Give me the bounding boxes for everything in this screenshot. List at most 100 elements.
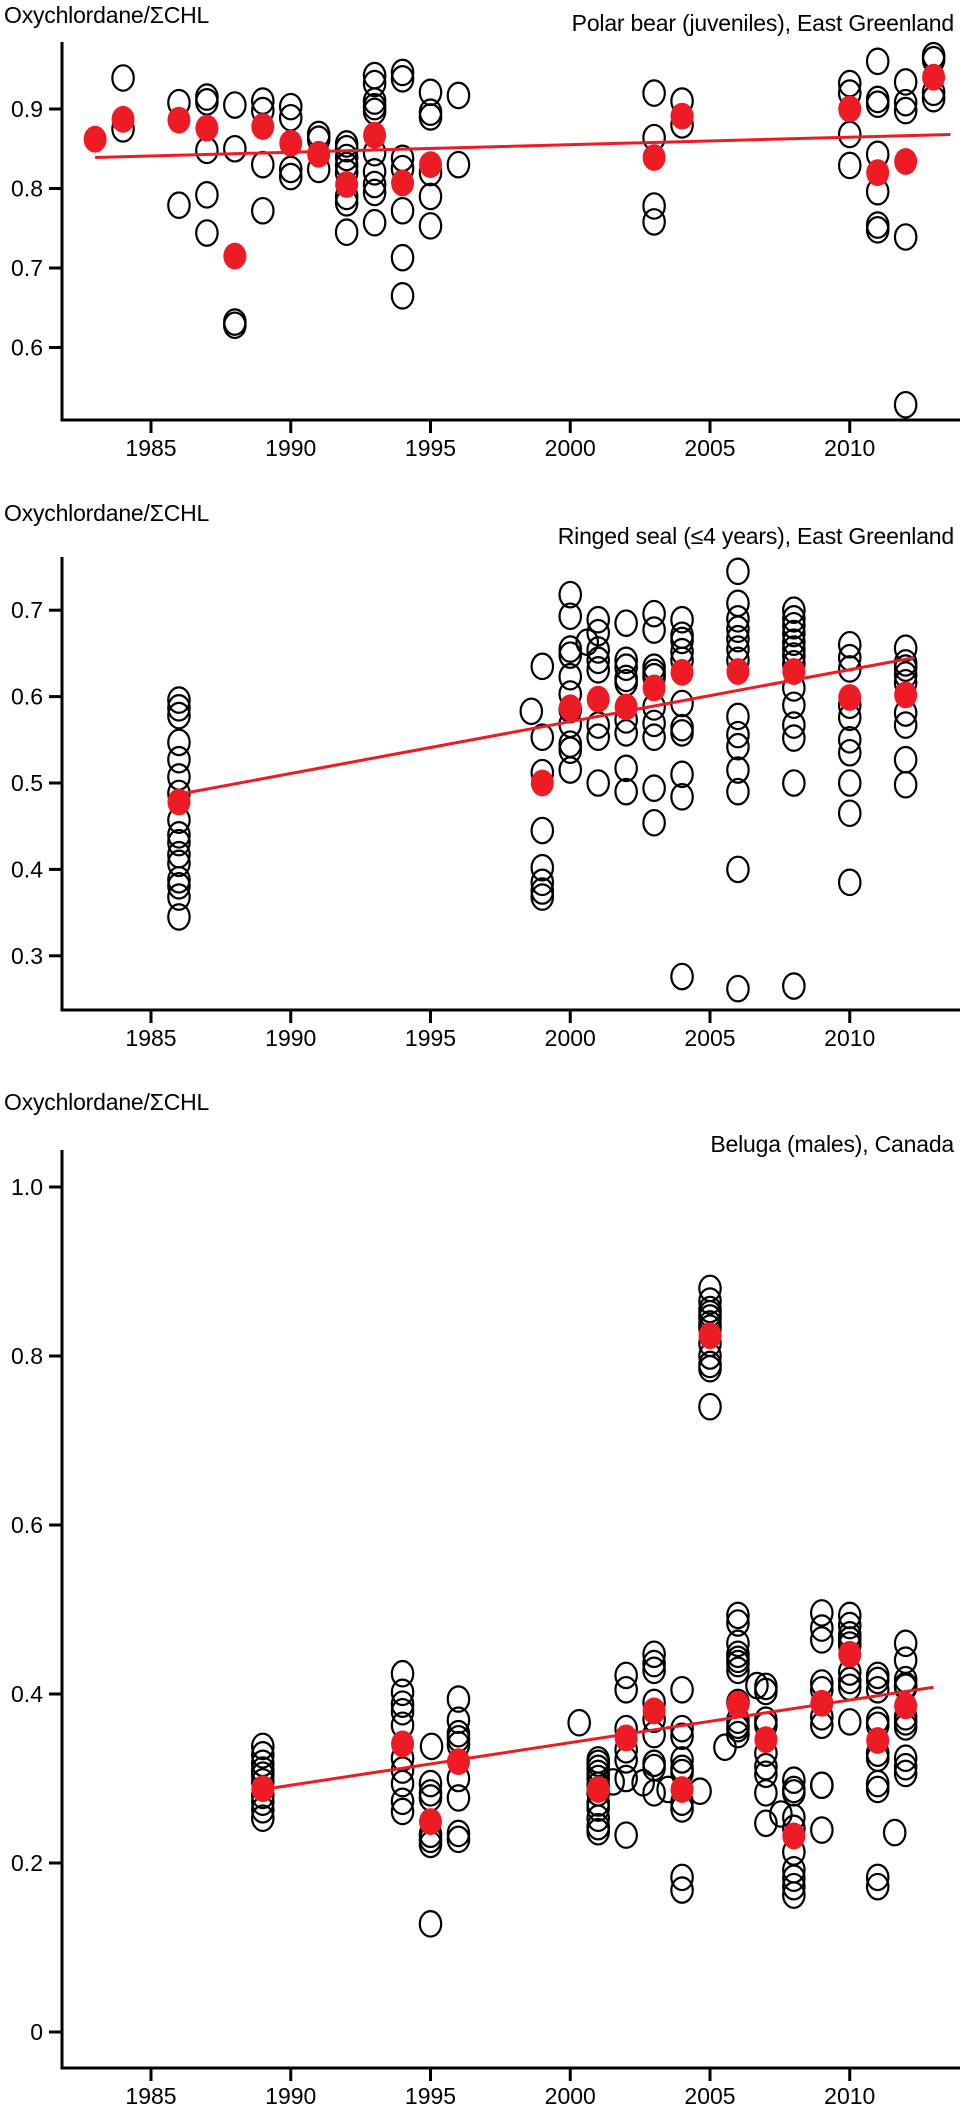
open-circle	[167, 821, 191, 849]
mean-point	[391, 1730, 415, 1758]
open-circle	[167, 903, 191, 931]
open-circle	[558, 580, 583, 609]
mean-point	[307, 140, 331, 168]
open-circle	[446, 1825, 471, 1854]
y-tick-label: 0	[30, 2019, 43, 2045]
open-circle	[418, 182, 443, 211]
open-circle	[893, 68, 918, 96]
mean-point	[866, 1727, 890, 1754]
open-circle	[782, 769, 806, 797]
open-circle	[713, 1733, 737, 1762]
open-circle	[782, 691, 806, 720]
open-circle	[865, 1872, 890, 1901]
chart-3: 1.0 0.8 0.6 0.4 0.2 0 1985 1990 1995 2000 2005 2010	[11, 1150, 960, 2109]
open-circle	[167, 865, 191, 894]
open-circle	[362, 170, 387, 199]
open-circle	[782, 724, 806, 752]
open-circle	[530, 877, 555, 905]
open-circle	[446, 1784, 471, 1812]
mean-point	[670, 1776, 694, 1803]
x-tick-label: 1995	[405, 1025, 456, 1051]
mean-point	[726, 658, 750, 685]
y-tick-label: 0.8	[11, 176, 43, 202]
open-circle	[195, 181, 219, 209]
open-circle	[446, 1819, 471, 1848]
open-circle	[614, 646, 638, 675]
x-tick-label: 1985	[125, 435, 176, 461]
open-circle	[642, 1720, 666, 1749]
open-circle	[670, 626, 694, 655]
open-circle	[837, 151, 862, 180]
open-circle	[558, 662, 583, 691]
open-circle	[893, 88, 918, 117]
mean-point	[726, 1690, 750, 1718]
open-circle	[837, 799, 862, 828]
open-circle	[893, 654, 918, 682]
open-circle	[865, 47, 890, 76]
open-circle	[390, 243, 415, 272]
open-circle	[670, 1746, 694, 1774]
open-circle	[558, 736, 583, 764]
mean-point	[670, 659, 694, 686]
open-circle	[726, 720, 750, 749]
open-circle	[754, 1677, 778, 1706]
open-circle	[670, 1863, 694, 1892]
open-circle	[726, 615, 750, 644]
open-circle	[278, 162, 303, 191]
open-circle	[250, 1804, 275, 1833]
open-circle	[670, 719, 694, 747]
open-circle	[782, 1864, 806, 1893]
open-circle	[278, 155, 303, 184]
open-circle	[223, 311, 247, 340]
open-circle	[334, 143, 359, 172]
y-tick-label: 0.6	[11, 684, 43, 710]
y-axis-label-beluga: Oxychlordane/ΣCHL	[4, 1089, 210, 1115]
open-circle	[390, 1697, 415, 1726]
open-circle	[782, 1881, 806, 1909]
trend-line	[95, 132, 951, 159]
open-circle	[250, 1741, 275, 1769]
open-circle	[726, 1649, 750, 1678]
chart-title-polar-bear: Polar bear (juveniles), East Greenland	[571, 10, 955, 36]
open-circle	[558, 635, 583, 663]
mean-point	[251, 1775, 275, 1803]
open-circle	[726, 589, 750, 618]
open-circle	[865, 1863, 890, 1892]
open-circle	[837, 738, 862, 767]
open-circle	[782, 1872, 806, 1901]
open-circle	[419, 1732, 444, 1761]
mean-point	[335, 171, 359, 198]
mean-point	[83, 125, 107, 153]
x-tick-label: 2005	[684, 2083, 735, 2109]
mean-point	[614, 1724, 638, 1752]
x-tick-label: 2000	[545, 435, 596, 461]
mean-point	[782, 658, 806, 685]
open-circle	[670, 1876, 694, 1904]
mean-point	[642, 1697, 666, 1725]
open-circle	[390, 1690, 415, 1718]
open-circle	[865, 1769, 890, 1798]
open-circle	[865, 90, 890, 119]
x-tick-label: 1990	[265, 2083, 316, 2109]
open-circle	[418, 1769, 443, 1798]
mean-point	[698, 1322, 722, 1350]
open-circle	[362, 158, 387, 186]
mean-point	[586, 685, 610, 713]
open-circle	[250, 1732, 275, 1761]
open-circle	[865, 1675, 890, 1704]
open-circle	[558, 756, 583, 784]
open-circle	[782, 711, 806, 739]
mean-point	[642, 144, 666, 171]
mean-point	[195, 114, 219, 142]
mean-point	[558, 694, 582, 722]
mean-point	[391, 169, 415, 197]
open-circle	[642, 1640, 666, 1669]
open-circle	[642, 1656, 666, 1685]
open-circle	[642, 709, 666, 738]
open-circle	[558, 602, 583, 631]
x-tick-label: 1985	[125, 2083, 176, 2109]
mean-point	[838, 684, 862, 711]
open-circle	[642, 1779, 666, 1807]
open-circle	[865, 1666, 890, 1695]
open-circle	[893, 96, 918, 125]
